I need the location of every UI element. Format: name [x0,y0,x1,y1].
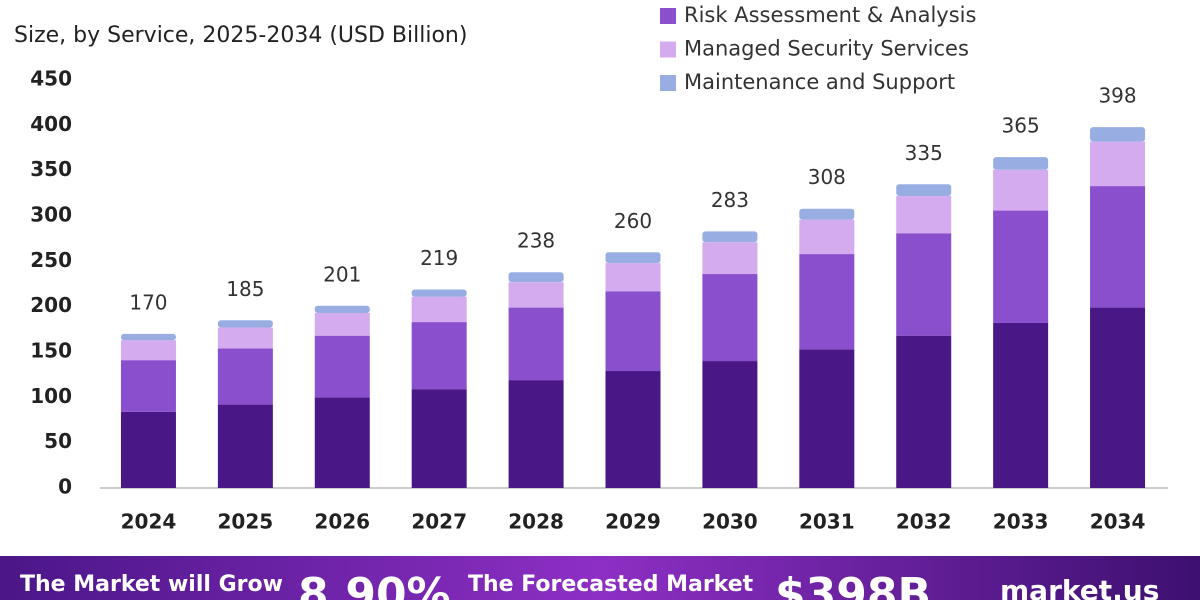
total-label: 185 [226,277,264,301]
x-tick-label: 2028 [508,510,564,534]
bar-segment [217,320,273,328]
bar-segment [605,263,661,292]
x-tick-label: 2031 [799,510,855,534]
x-tick-label: 2029 [605,510,661,534]
legend-label: Managed Security Services [684,37,969,61]
bar-segment [314,335,370,398]
bar-segment [993,157,1049,170]
bar-segment [411,389,467,488]
bar-segment [702,231,758,243]
x-tick-label: 2025 [218,510,274,534]
x-tick-label: 2024 [121,510,177,534]
bar-segment [217,327,273,349]
bar-segment [605,252,661,264]
bar-segment [314,397,370,488]
bar-segment [508,307,564,381]
bar-segment [799,349,855,488]
bar-segment [896,233,952,336]
bar-segment [799,219,855,255]
y-tick-label: 0 [58,475,72,499]
x-tick-label: 2030 [702,510,758,534]
bar-segment [120,360,176,412]
total-label: 219 [420,246,458,270]
bar-segment [217,348,273,405]
total-label: 201 [323,262,361,286]
x-tick-label: 2032 [896,510,952,534]
bar-segment [1090,127,1146,142]
y-tick-label: 350 [30,157,72,181]
bar-segment [314,305,370,314]
bar-segment [411,289,467,297]
bar-segment [896,335,952,488]
bar-segment [1090,141,1146,187]
bar-segment [217,404,273,488]
total-label: 170 [129,290,167,314]
bar-segment [993,322,1049,488]
bar-segment [702,274,758,362]
y-tick-label: 50 [44,429,72,453]
bar-segment [896,196,952,234]
bar-segment [120,411,176,488]
bar-segment [702,361,758,488]
footer-banner [0,556,1200,600]
bar-segment [605,291,661,372]
legend-swatch [660,41,676,58]
x-tick-label: 2033 [993,510,1049,534]
total-label: 308 [808,165,846,189]
y-tick-label: 400 [30,112,72,136]
y-tick-label: 150 [30,339,72,363]
y-tick-label: 450 [30,67,72,91]
legend-swatch [660,8,676,24]
footer-cagr: 8.90% [298,569,451,600]
y-tick-label: 100 [30,384,72,408]
bar-segment [508,380,564,488]
legend-label: Risk Assessment & Analysis [684,3,976,27]
total-label: 238 [517,229,555,253]
bar-segment [993,210,1049,323]
bar-segment [120,333,176,341]
total-label: 283 [711,188,749,212]
x-tick-label: 2026 [314,510,370,534]
total-label: 365 [1002,114,1040,138]
bar-segment [411,296,467,323]
y-tick-label: 250 [30,248,72,272]
bar-segment [508,272,564,283]
footer-grow-label: The Market will Grow [20,572,283,597]
bar-segment [314,313,370,336]
total-label: 260 [614,209,652,233]
y-tick-label: 200 [30,293,72,317]
footer-forecast-value: $398B [775,569,931,600]
x-tick-label: 2027 [411,510,467,534]
total-label: 398 [1098,84,1136,108]
bar-segment [1090,186,1146,308]
x-tick-label: 2034 [1090,510,1146,534]
legend-swatch [660,75,676,91]
total-label: 335 [905,141,943,165]
bar-segment [411,322,467,390]
bar-segment [508,282,564,308]
footer-forecast-label: The Forecasted Market [468,572,754,597]
bar-segment [1090,307,1146,488]
legend-label: Maintenance and Support [684,70,955,94]
bar-segment [605,371,661,488]
bar-segment [896,184,952,197]
chart-subtitle: Size, by Service, 2025-2034 (USD Billion… [14,23,467,48]
y-tick-label: 300 [30,203,72,227]
bar-segment [799,254,855,350]
bar-segment [799,208,855,220]
bar-segment [120,340,176,361]
bar-segment [702,242,758,275]
bar-segment [993,169,1049,211]
footer-brand: market.us [1000,574,1159,600]
